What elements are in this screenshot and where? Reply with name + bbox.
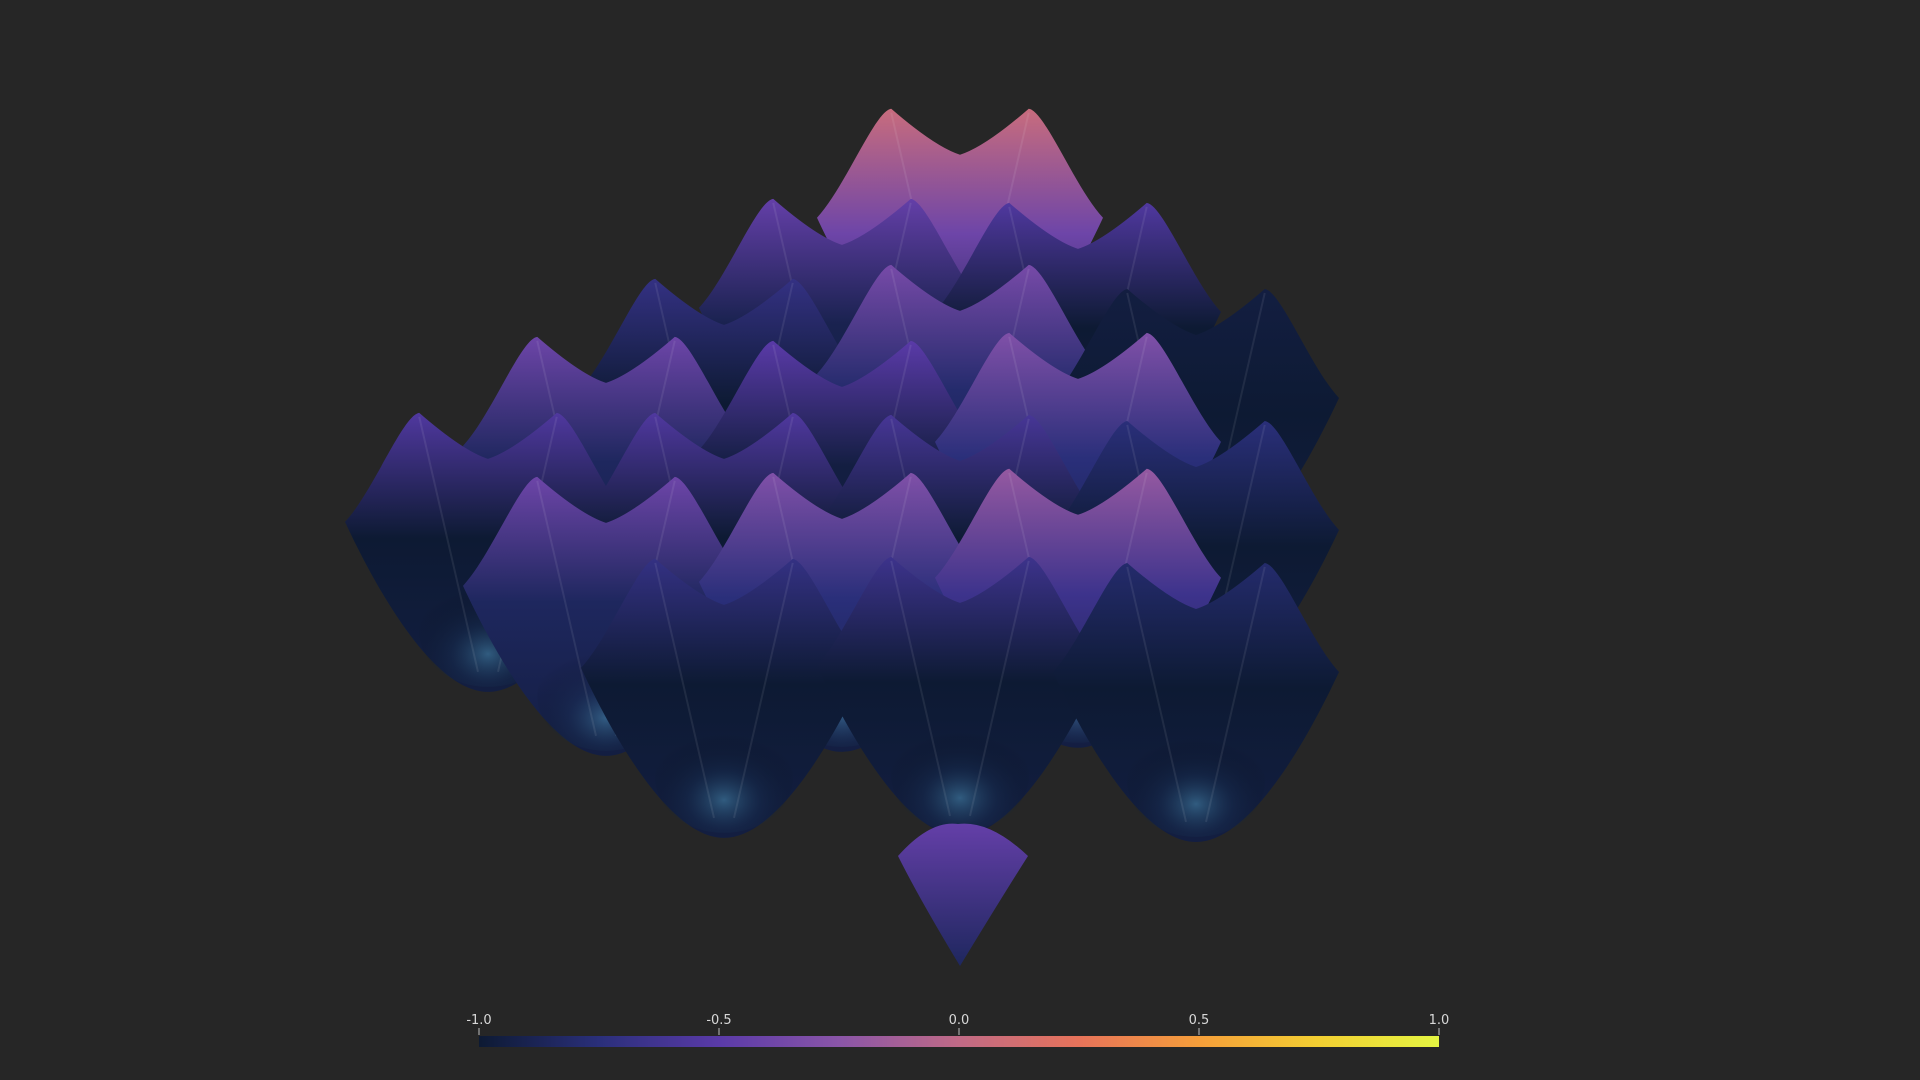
- basin-crease: [654, 562, 794, 819]
- basin-crease: [1126, 566, 1266, 823]
- surface-mesh: [345, 108, 1339, 966]
- basin-surface: [1053, 562, 1339, 842]
- basin-surface: [817, 556, 1103, 836]
- basin-surface: [581, 558, 867, 838]
- surface-basin: [817, 556, 1103, 836]
- surface-front-cone: [898, 823, 1028, 966]
- basin-crease: [890, 560, 1030, 817]
- basin-highlight: [891, 720, 1029, 831]
- surface-basin: [581, 558, 867, 838]
- basin-highlight: [1127, 726, 1265, 837]
- surface-basin: [1053, 562, 1339, 842]
- basin-highlight: [655, 722, 793, 833]
